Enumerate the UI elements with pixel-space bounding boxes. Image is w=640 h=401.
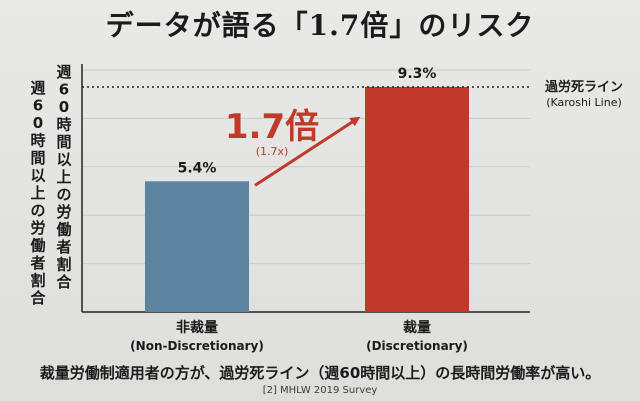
reference-line-sublabel: (Karoshi Line) [546, 96, 622, 109]
y-axis-label-char: の [30, 202, 45, 220]
y-axis-label-char: 労 [30, 219, 45, 237]
footnote: [2] MHLW 2019 Survey [262, 385, 378, 396]
y-axis-label-char: 間 [56, 133, 71, 151]
y-axis-label-char: 者 [56, 238, 71, 256]
y-axis-label-char: 時 [30, 132, 45, 150]
y-axis-label-char: 時 [56, 116, 71, 134]
category-label: 裁量 [403, 319, 431, 336]
caption: 裁量労働制適用者の方が、過労死ライン（週60時間以上）の長時間労働率が高い。 [39, 364, 601, 382]
y-axis-label-char: 0 [59, 98, 69, 116]
y-axis-label-char: 6 [33, 97, 43, 115]
y-axis-label-char: 者 [30, 254, 45, 272]
y-axis-label-char: 割 [30, 272, 45, 290]
bar [145, 181, 249, 312]
y-axis-label-char: 週 [30, 79, 45, 97]
increase-arrow [254, 116, 361, 187]
chart-title: データが語る「1.7倍」のリスク [105, 9, 535, 42]
bar-value-label: 5.4% [178, 160, 217, 176]
category-labels: 非裁量 (Non-Discretionary) 裁量 (Discretionary) [130, 319, 468, 353]
y-axis-label-char: 合 [29, 289, 46, 307]
ratio-annotation: 1.7倍 [225, 107, 319, 147]
ratio-annotation-sub: (1.7x) [256, 145, 289, 158]
y-axis-label-char: 0 [33, 114, 43, 132]
y-axis-label-char: 以 [56, 151, 71, 169]
y-axis-label-char: 6 [59, 81, 69, 99]
y-axis-label-char: 働 [29, 237, 45, 255]
y-axis-label-char: 合 [55, 273, 72, 291]
y-axis-label-char: の [56, 186, 71, 204]
y-axis-label-char: 以 [30, 167, 45, 185]
y-axis-label-char: 割 [56, 256, 71, 274]
category-label: 非裁量 [176, 319, 218, 336]
y-axis-label-char: 間 [30, 149, 45, 167]
reference-line-label: 過労死ライン [544, 79, 623, 95]
y-axis-label-char: 上 [56, 168, 71, 186]
y-axis-label-char: 週 [56, 63, 71, 81]
y-axis-label-char: 上 [30, 184, 45, 202]
y-axis-label-char: 働 [55, 221, 71, 239]
y-axis-label-char: 労 [56, 203, 71, 221]
bar-value-label: 9.3% [398, 66, 437, 82]
bar [365, 86, 469, 312]
value-labels: 5.4% 9.3% [178, 66, 437, 176]
category-sublabel: (Discretionary) [366, 339, 468, 353]
category-sublabel: (Non-Discretionary) [130, 339, 264, 353]
bars [145, 86, 469, 312]
